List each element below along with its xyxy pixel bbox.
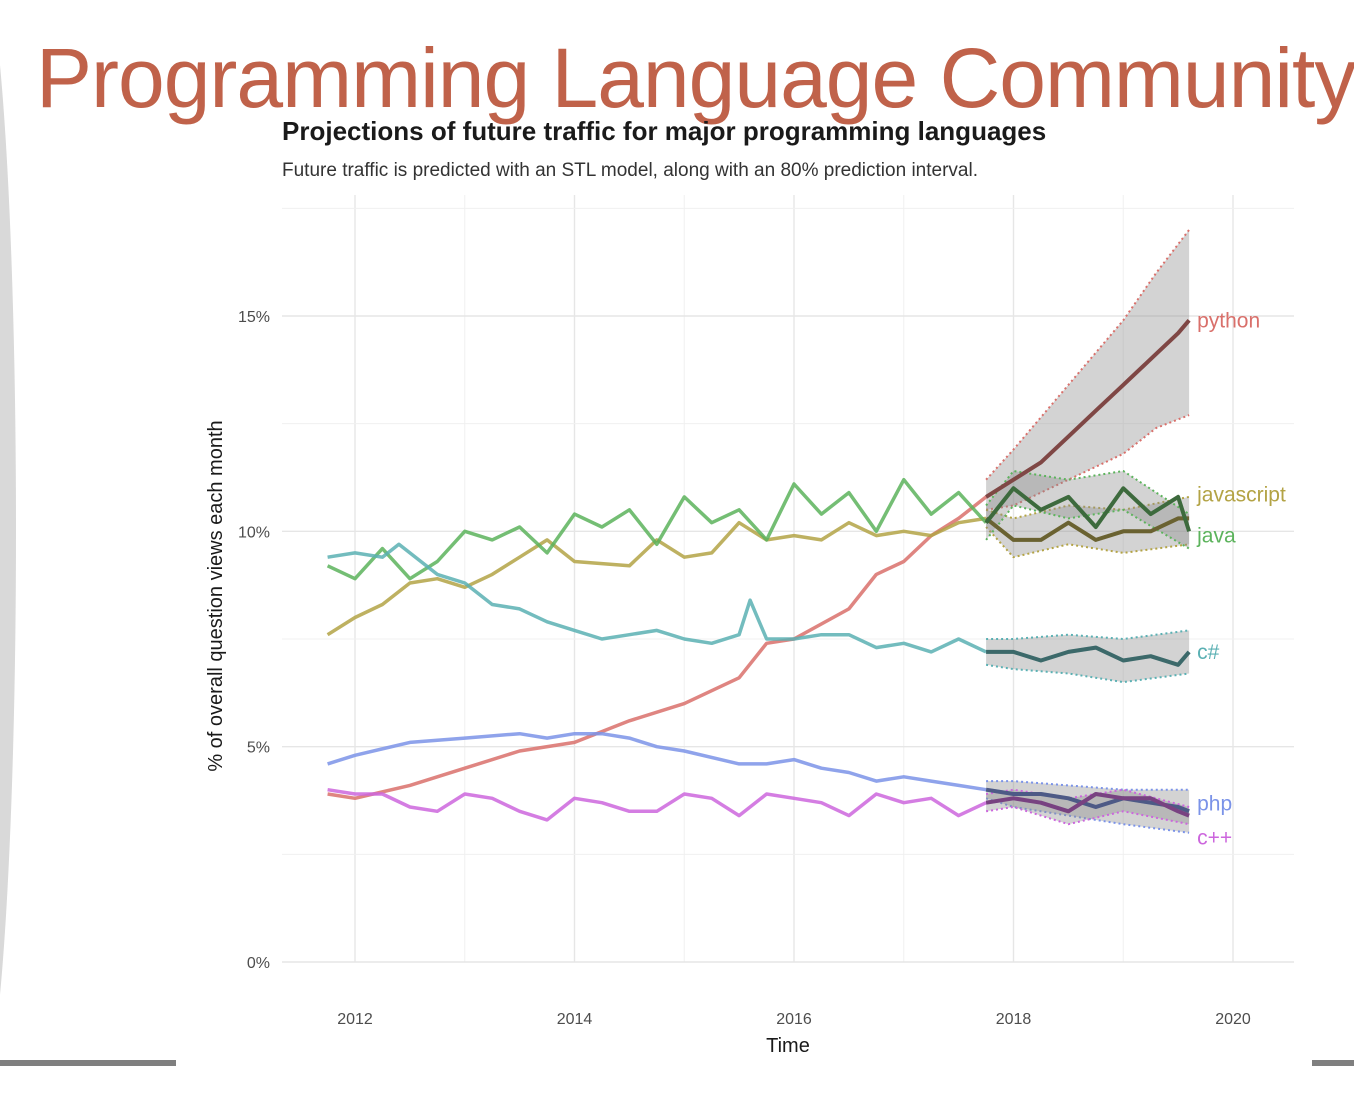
y-tick-label: 5% bbox=[247, 740, 270, 757]
interval-band-python bbox=[986, 229, 1190, 510]
forecast-line-python bbox=[985, 319, 1191, 499]
series-label-php: php bbox=[1197, 792, 1232, 815]
forecast-line-c-plus-plus bbox=[985, 792, 1190, 818]
history-line-c-plus-plus bbox=[327, 787, 987, 822]
forecast-line-java bbox=[984, 486, 1192, 532]
forecast-line-javascript bbox=[984, 516, 1190, 542]
history-line-java bbox=[326, 477, 988, 581]
interval-band-c-sharp bbox=[986, 630, 1190, 683]
history-line-php bbox=[327, 731, 987, 792]
x-tick-label: 2018 bbox=[996, 1011, 1032, 1028]
series-label-javascript: javascript bbox=[1196, 483, 1286, 506]
y-tick-label: 10% bbox=[238, 524, 270, 541]
interval-lower-java bbox=[985, 504, 1190, 550]
slide-bottom-bar-left bbox=[0, 1060, 176, 1066]
chart: 2012 2014 2016 2018 2020 0% 5% 10% 15% python jav… bbox=[205, 195, 1294, 1057]
interval-band-javascript bbox=[986, 496, 1190, 558]
series-label-c-plus-plus: c++ bbox=[1197, 827, 1232, 850]
interval-upper-javascript bbox=[985, 495, 1190, 520]
interval-upper-c-plus-plus bbox=[985, 788, 1190, 808]
grid-lines bbox=[282, 195, 1294, 963]
series-label-c-sharp: c# bbox=[1197, 641, 1220, 664]
slide-title: Programming Language Community bbox=[36, 31, 1354, 125]
history-line-javascript bbox=[326, 516, 987, 637]
chart-subtitle: Future traffic is predicted with an STL … bbox=[282, 160, 978, 181]
y-tick-label: 15% bbox=[238, 309, 270, 326]
interval-lower-python bbox=[985, 414, 1190, 511]
x-tick-label: 2014 bbox=[557, 1011, 593, 1028]
series-labels: python javascript java c# php c++ bbox=[1196, 309, 1286, 849]
series-label-python: python bbox=[1197, 309, 1260, 332]
series-lines bbox=[326, 319, 1192, 822]
forecast-shade-javascript bbox=[984, 516, 1190, 542]
prediction-intervals bbox=[985, 229, 1190, 834]
interval-lower-c-plus-plus bbox=[985, 805, 1190, 826]
forecast-shade-python bbox=[985, 319, 1191, 499]
interval-lower-c-sharp bbox=[985, 663, 1190, 684]
x-tick-label: 2016 bbox=[776, 1011, 812, 1028]
axis-ticks: 2012 2014 2016 2018 2020 0% 5% 10% 15% bbox=[238, 309, 1251, 1028]
series-label-java: java bbox=[1196, 524, 1236, 547]
forecast-shade-c-plus-plus bbox=[985, 792, 1190, 818]
interval-upper-java bbox=[985, 469, 1190, 515]
forecast-shade-java bbox=[984, 486, 1192, 532]
x-tick-label: 2012 bbox=[337, 1011, 373, 1028]
y-axis-label: % of overall question views each month bbox=[205, 420, 227, 771]
chart-title: Projections of future traffic for major … bbox=[282, 116, 1047, 146]
x-tick-label: 2020 bbox=[1215, 1011, 1251, 1028]
y-tick-label: 0% bbox=[247, 955, 270, 972]
x-axis-label: Time bbox=[766, 1035, 810, 1057]
history-line-python bbox=[327, 495, 988, 801]
forecast-shade-c-sharp bbox=[986, 645, 1191, 667]
slide-bottom-bar-right bbox=[1312, 1060, 1354, 1066]
forecast-line-c-sharp bbox=[986, 645, 1191, 667]
interval-band-java bbox=[986, 471, 1190, 549]
history-line-c-sharp bbox=[327, 542, 987, 654]
